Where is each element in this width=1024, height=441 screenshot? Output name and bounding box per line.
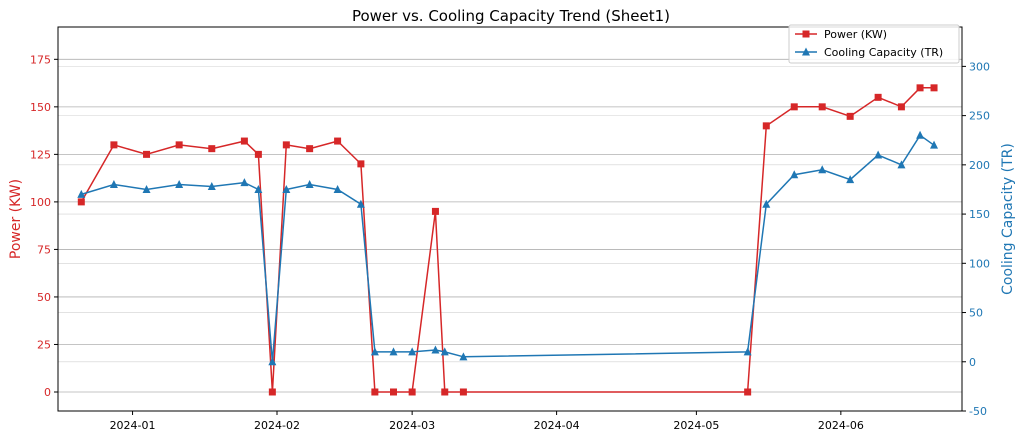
data-point — [459, 388, 467, 396]
data-point — [305, 180, 314, 189]
data-point — [306, 145, 314, 153]
right-tick-label: 200 — [969, 159, 990, 172]
left-tick-label: 75 — [37, 243, 51, 256]
data-point — [762, 199, 771, 208]
left-axis-title: Power (KW) — [8, 179, 24, 259]
data-point — [282, 141, 290, 149]
right-tick-label: 300 — [969, 60, 990, 73]
data-point — [897, 160, 906, 169]
data-point — [459, 352, 468, 361]
x-tick-label: 2024-04 — [534, 419, 580, 432]
data-point — [790, 170, 799, 179]
left-tick-label: 175 — [30, 53, 51, 66]
data-point — [254, 184, 263, 193]
data-point — [334, 137, 342, 145]
data-point — [916, 130, 925, 139]
x-tick-label: 2024-03 — [389, 419, 435, 432]
legend-box — [788, 24, 960, 64]
data-point — [818, 103, 826, 111]
legend-power-label: Power (KW) — [824, 28, 887, 41]
data-point — [109, 180, 118, 189]
data-point — [408, 347, 417, 356]
data-point — [897, 103, 905, 111]
data-point — [916, 84, 924, 92]
right-axis-title: Cooling Capacity (TR) — [1000, 143, 1016, 295]
data-point — [790, 103, 798, 111]
left-tick-label: 50 — [37, 291, 51, 304]
left-tick-label: 25 — [37, 338, 51, 351]
left-tick-label: 100 — [30, 196, 51, 209]
legend-cooling-marker — [802, 47, 810, 56]
left-axis: 0 25 50 75 100 125 150 175 — [30, 53, 58, 399]
data-point — [371, 388, 379, 396]
data-point — [762, 122, 770, 130]
right-axis: -50 0 50 100 150 200 250 300 — [962, 60, 990, 418]
legend-cooling-label: Cooling Capacity (TR) — [824, 46, 943, 59]
data-point — [846, 175, 855, 184]
left-tick-label: 0 — [44, 386, 51, 399]
right-tick-label: -50 — [969, 405, 987, 418]
data-point — [431, 345, 440, 354]
data-point — [207, 182, 216, 191]
data-point — [874, 150, 883, 159]
x-tick-label: 2024-06 — [818, 419, 864, 432]
data-point — [175, 141, 183, 149]
data-point — [142, 184, 151, 193]
right-tick-label: 250 — [969, 110, 990, 123]
data-point — [77, 198, 85, 206]
data-point — [282, 184, 291, 193]
left-tick-label: 150 — [30, 101, 51, 114]
x-tick-label: 2024-05 — [673, 419, 719, 432]
data-point — [743, 347, 752, 356]
data-point — [408, 388, 416, 396]
data-point — [874, 93, 882, 101]
series-layer — [77, 84, 939, 396]
right-tick-label: 0 — [969, 356, 976, 369]
plot-frame — [57, 26, 963, 412]
right-tick-label: 100 — [969, 257, 990, 270]
series-cooling-capacity — [77, 130, 939, 366]
data-point — [818, 165, 827, 174]
data-point — [431, 207, 439, 215]
data-point — [77, 189, 86, 198]
x-tick-label: 2024-02 — [254, 419, 300, 432]
data-point — [240, 137, 248, 145]
chart-title: Power vs. Cooling Capacity Trend (Sheet1… — [352, 7, 670, 25]
data-point — [268, 388, 276, 396]
data-point — [110, 141, 118, 149]
data-point — [356, 199, 365, 208]
data-point — [333, 184, 342, 193]
data-point — [930, 84, 938, 92]
x-tick-label: 2024-01 — [110, 419, 156, 432]
data-point — [930, 140, 939, 149]
data-point — [208, 145, 216, 153]
data-point — [390, 388, 398, 396]
legend: Power (KW) Cooling Capacity (TR) — [788, 24, 960, 64]
data-point — [389, 347, 398, 356]
data-point — [846, 112, 854, 120]
data-point — [370, 347, 379, 356]
data-point — [143, 150, 151, 158]
data-point — [357, 160, 365, 168]
legend-power-marker — [802, 30, 810, 38]
right-tick-label: 50 — [969, 307, 983, 320]
data-point — [175, 180, 184, 189]
data-point — [440, 347, 449, 356]
right-tick-label: 150 — [969, 208, 990, 221]
data-point — [240, 178, 249, 187]
x-axis: 2024-01 2024-02 2024-03 2024-04 2024-05 2024-… — [110, 411, 864, 432]
data-point — [441, 388, 449, 396]
data-point — [254, 150, 262, 158]
left-tick-label: 125 — [30, 148, 51, 161]
data-point — [268, 357, 277, 366]
data-point — [744, 388, 752, 396]
series-power — [77, 84, 938, 396]
